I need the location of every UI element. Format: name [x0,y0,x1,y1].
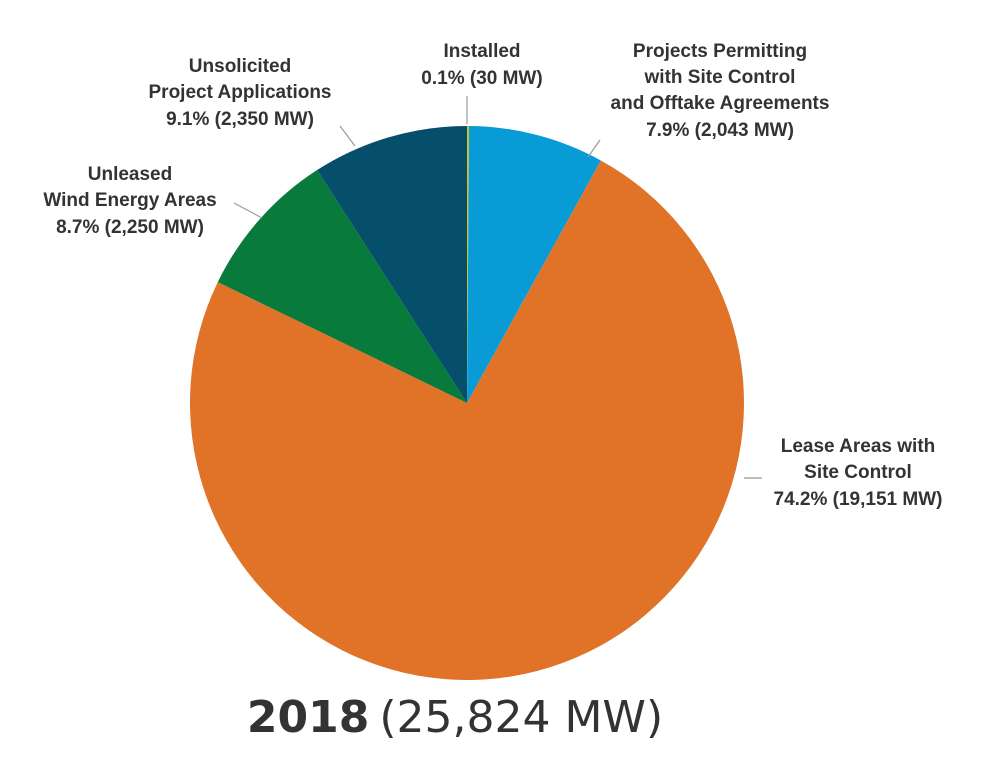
leader-line [339,125,356,147]
value-label: 74.2% (19,151 MW) [774,489,943,510]
slice-label: Wind Energy Areas [43,190,216,211]
slice-label: Lease Areas with [781,436,936,457]
value-label: 8.7% (2,250 MW) [56,217,204,238]
pie-slice [189,160,744,680]
value-label: 7.9% (2,043 MW) [646,120,794,141]
pie-slice [217,170,467,403]
pie-slice [467,126,470,403]
slice-label: and Offtake Agreements [611,93,830,114]
slice-label: Unleased [88,164,172,185]
value-label: 9.1% (2,350 MW) [166,109,314,130]
chart-title-group: 2018 (25,824 MW) [247,692,663,743]
pie-slice [467,126,601,403]
slice-label: Site Control [804,462,912,483]
leader-line [233,202,263,219]
chart-subtitle: (25,824 MW) [379,692,663,743]
leader-line [587,139,601,158]
value-label: 0.1% (30 MW) [421,68,542,89]
slice-label: Installed [443,41,520,62]
slice-label: Projects Permitting [633,41,807,62]
pie-slice [317,126,467,403]
slice-label: Unsolicited [189,56,291,77]
slice-label: with Site Control [644,67,796,88]
slice-label: Project Applications [149,82,332,103]
chart-title: 2018 [247,692,369,743]
